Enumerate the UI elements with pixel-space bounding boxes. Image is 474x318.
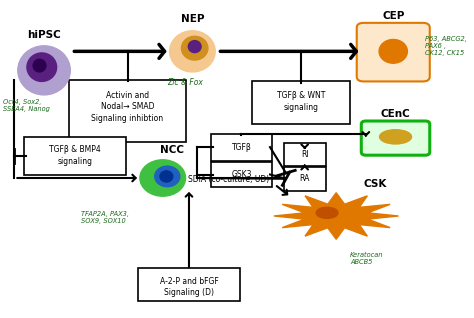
Ellipse shape [155,166,180,187]
Ellipse shape [170,31,215,72]
Text: CEP: CEP [382,11,404,21]
Text: Zic & Fox: Zic & Fox [167,78,203,87]
FancyBboxPatch shape [210,162,272,188]
FancyBboxPatch shape [361,121,430,155]
Text: Signaling inhibtion: Signaling inhibtion [91,114,164,123]
Ellipse shape [182,36,208,60]
Ellipse shape [380,130,411,144]
Text: RA: RA [300,174,310,183]
Ellipse shape [188,41,201,52]
Text: NEP: NEP [181,14,204,24]
Text: TGFβ: TGFβ [232,143,251,152]
Text: Signaling (D): Signaling (D) [164,288,214,297]
Ellipse shape [140,160,185,196]
Text: SDIA (co-culture, UD): SDIA (co-culture, UD) [188,175,269,184]
Text: RI: RI [301,150,309,159]
Text: signaling: signaling [283,103,319,112]
Text: TGFβ & BMP4: TGFβ & BMP4 [49,145,101,154]
Text: CSK: CSK [364,179,387,189]
Text: signaling: signaling [57,157,92,166]
Ellipse shape [27,53,56,81]
Text: CEnC: CEnC [381,109,410,120]
Polygon shape [274,193,399,239]
FancyBboxPatch shape [357,23,430,81]
FancyBboxPatch shape [210,134,272,161]
Ellipse shape [316,207,338,218]
Text: TGFβ & WNT: TGFβ & WNT [277,91,325,100]
FancyBboxPatch shape [24,137,126,175]
Text: GSK3: GSK3 [231,170,252,179]
Text: Nodal→ SMAD: Nodal→ SMAD [100,102,154,111]
FancyBboxPatch shape [284,142,326,166]
Ellipse shape [379,39,407,63]
Text: NCC: NCC [160,145,184,155]
FancyBboxPatch shape [252,81,350,124]
Text: P63, ABCG2,
PAX6 ,
CK12, CK15: P63, ABCG2, PAX6 , CK12, CK15 [425,36,467,56]
FancyBboxPatch shape [137,268,240,301]
Text: TFAP2A, PAX3,
SOX9, SOX10: TFAP2A, PAX3, SOX9, SOX10 [81,211,128,224]
Text: Keratocan
ABCB5: Keratocan ABCB5 [350,252,383,266]
Text: Oct4, Sox2,
SSEA4, Nanog: Oct4, Sox2, SSEA4, Nanog [3,99,50,112]
FancyBboxPatch shape [284,167,326,191]
Text: Activin and: Activin and [106,91,149,100]
Ellipse shape [33,59,46,72]
Text: hiPSC: hiPSC [27,30,61,40]
Ellipse shape [160,171,173,182]
FancyBboxPatch shape [69,80,185,142]
Text: A-2-P and bFGF: A-2-P and bFGF [160,277,219,286]
Ellipse shape [18,46,70,95]
